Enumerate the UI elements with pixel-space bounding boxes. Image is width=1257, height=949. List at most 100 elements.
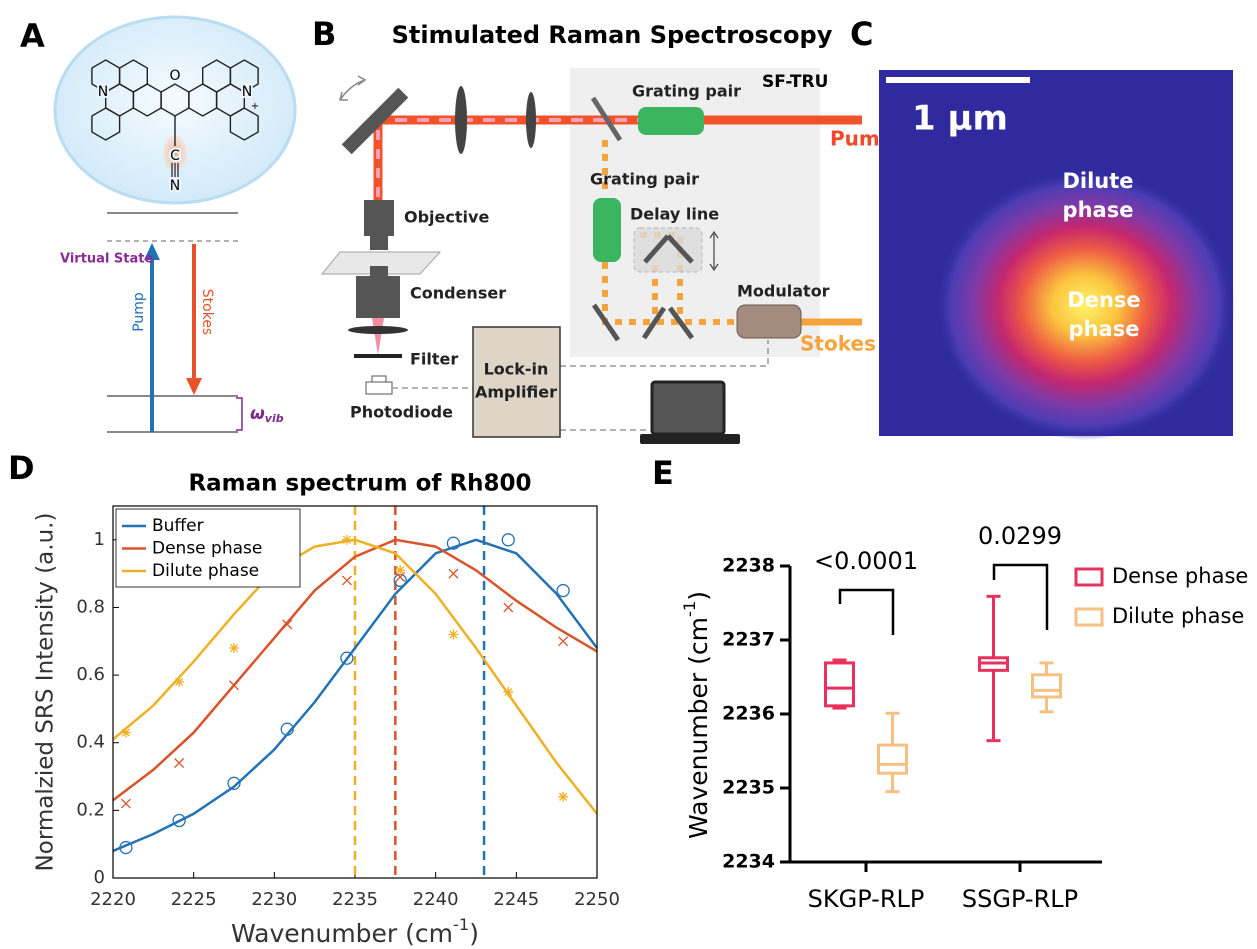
marker: [341, 534, 352, 545]
marker: [280, 722, 294, 736]
panel-a: Virtual State Pump Stokes ωvib NON+CN: [53, 15, 297, 433]
grating: [638, 107, 704, 135]
marker: [174, 676, 185, 687]
x-tick-label: 2220: [90, 889, 136, 910]
ring: [229, 107, 259, 141]
marker: [172, 813, 186, 828]
grating: [593, 198, 621, 262]
label: ωvib: [250, 404, 284, 425]
atom: C: [170, 148, 180, 164]
vib-bracket: [236, 397, 243, 431]
atom: N: [242, 84, 252, 100]
x-tick-label: 2225: [171, 889, 217, 910]
x-tick-label: 2230: [251, 889, 297, 910]
label: Filter: [410, 350, 458, 369]
marker: [501, 533, 515, 547]
ring: [91, 107, 121, 141]
arrow-head: [144, 243, 160, 260]
marker: [448, 568, 459, 579]
x-tick-label: 2250: [574, 889, 620, 910]
panel-label: D: [8, 449, 35, 487]
x-tick-label: SSGP-RLP: [962, 885, 1078, 913]
atom: N: [98, 84, 108, 100]
label-part: Wavenumber (cm: [231, 919, 453, 948]
legend-swatch: [1074, 607, 1104, 627]
y-tick-label: 0: [94, 867, 105, 888]
label: Amplifier: [475, 383, 557, 402]
legend-label: Dense phase: [1112, 564, 1248, 588]
delay-box: [633, 227, 703, 273]
chart-title: Raman spectrum of Rh800: [188, 471, 531, 497]
focused-beam: [372, 318, 384, 355]
marker: [282, 619, 293, 630]
marker: [119, 840, 133, 855]
legend-box: [115, 508, 301, 588]
panel-label: E: [652, 454, 674, 492]
label: Stokes: [800, 332, 876, 356]
label: Stokes: [199, 289, 215, 335]
axis-label: Normalzied SRS Intensity (a.u.): [33, 513, 59, 872]
mirror: [667, 306, 695, 340]
panel-label: C: [850, 15, 873, 53]
label: Dense: [1067, 288, 1140, 312]
omega: ω: [250, 404, 265, 424]
mirror: [591, 303, 621, 342]
molecule-frame: [53, 15, 297, 205]
cn-glow: [163, 135, 187, 171]
marker: [174, 758, 185, 768]
marker: [120, 727, 131, 738]
panel-label: A: [20, 17, 45, 55]
mirror: [666, 234, 694, 264]
y-tick-label: 2238: [722, 555, 775, 577]
legend-swatch: [1074, 567, 1104, 587]
cable: [392, 340, 769, 431]
mirror: [341, 87, 409, 155]
lens: [348, 326, 408, 334]
x-tick-label: 2245: [493, 889, 539, 910]
modulator: [736, 304, 802, 339]
x-tick-label: SKGP-RLP: [808, 885, 925, 913]
fit-line: [112, 538, 599, 853]
marker: [556, 583, 570, 598]
y-tick-label: 0.2: [76, 799, 105, 820]
ring: [229, 59, 259, 93]
marker: [120, 798, 131, 809]
marker: [503, 602, 514, 613]
arrow-head: [186, 378, 202, 395]
filter: [354, 354, 402, 358]
p-value: 0.0299: [978, 522, 1062, 550]
significance-bracket: [838, 588, 895, 635]
objective: [364, 200, 394, 236]
axis-label: Wavenumber (cm-1): [231, 915, 479, 949]
fit-line: [112, 538, 598, 802]
omega-sub: vib: [265, 412, 284, 425]
atom: O: [169, 68, 180, 84]
x-tick-label: 2240: [413, 889, 459, 910]
photodiode: [371, 375, 387, 383]
title: Stimulated Raman Spectroscopy: [392, 21, 833, 49]
marker: [558, 636, 569, 647]
y-tick-label: 0.6: [76, 664, 105, 685]
lock-in: [472, 326, 561, 438]
panel-c: 1 μm Dilute phase Dense phase: [879, 70, 1235, 440]
marker: [341, 575, 352, 586]
label: Virtual State: [60, 252, 153, 267]
delay-arrow: [709, 230, 719, 272]
laptop: [640, 434, 740, 444]
objective: [370, 236, 388, 250]
laptop: [650, 380, 726, 436]
label: phase: [1069, 317, 1140, 341]
marker: [395, 565, 406, 576]
mirror: [590, 96, 623, 142]
atom: N: [170, 178, 180, 194]
label-sup: -1: [453, 915, 469, 934]
plot-frame: [112, 505, 598, 879]
label-part: ): [684, 591, 713, 601]
label: Delay line: [630, 205, 719, 224]
y-tick-label: 2237: [722, 629, 775, 651]
p-value: <0.0001: [814, 547, 918, 575]
label-part: Wavenumber (cm: [684, 617, 713, 839]
legend-label: Dilute phase: [1112, 604, 1244, 628]
label: Grating pair: [590, 170, 699, 189]
